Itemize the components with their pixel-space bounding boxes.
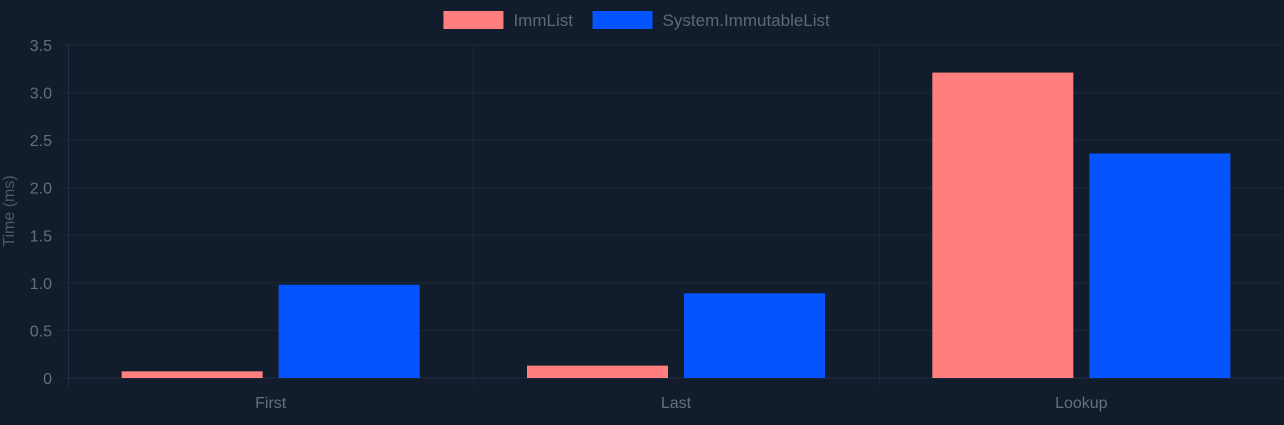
legend-label[interactable]: System.ImmutableList: [663, 11, 830, 30]
x-tick-label: Last: [661, 395, 692, 412]
legend-swatch[interactable]: [592, 11, 653, 29]
legend-label[interactable]: ImmList: [513, 11, 573, 30]
bar-system-immutablelist-lookup[interactable]: [1089, 153, 1231, 378]
bar-immlist-first[interactable]: [121, 371, 263, 378]
y-axis-title: Time (ms): [1, 175, 18, 246]
y-tick-label: 0.5: [30, 323, 52, 340]
y-tick-label: 3.0: [30, 86, 52, 103]
x-tick-label: First: [255, 395, 287, 412]
bar-immlist-lookup[interactable]: [932, 72, 1074, 378]
legend-swatch[interactable]: [443, 11, 504, 29]
bar-immlist-last[interactable]: [527, 365, 668, 378]
legend: ImmList System.ImmutableList: [443, 11, 830, 30]
grid-layer: [60, 44, 1284, 386]
y-tick-label: 1.5: [30, 228, 52, 245]
bar-system-immutablelist-last[interactable]: [684, 293, 825, 378]
y-tick-label: 0: [43, 371, 52, 388]
bar-system-immutablelist-first[interactable]: [278, 284, 420, 378]
y-tick-label: 1.0: [30, 276, 52, 293]
y-tick-label: 3.5: [30, 38, 52, 55]
x-tick-label: Lookup: [1055, 395, 1108, 412]
bars-layer: [121, 72, 1231, 378]
axis-layer: 0 0.5 1.0 1.5 2.0 2.5 3.0 3.5 First Last Lookup: [30, 38, 1108, 412]
y-tick-label: 2.0: [30, 181, 52, 198]
y-tick-label: 2.5: [30, 133, 52, 150]
